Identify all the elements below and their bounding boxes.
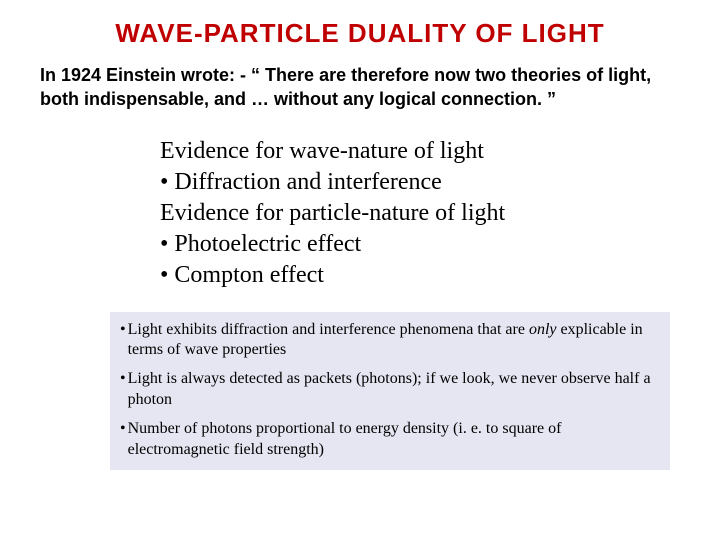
note-text-pre: Light is always detected as packets (pho… [128,370,651,408]
note-text-italic: only [529,321,557,338]
slide: WAVE-PARTICLE DUALITY OF LIGHT In 1924 E… [0,0,720,540]
note-item: • Light is always detected as packets (p… [120,369,660,411]
bullet-icon: • [120,369,128,411]
note-text: Light exhibits diffraction and interfere… [128,320,660,362]
evidence-list: Evidence for wave-nature of light • Diff… [160,136,680,292]
note-item: • Light exhibits diffraction and interfe… [120,320,660,362]
note-text: Light is always detected as packets (pho… [128,369,660,411]
evidence-line: • Diffraction and interference [160,167,680,198]
note-text-pre: Light exhibits diffraction and interfere… [128,321,529,338]
note-text: Number of photons proportional to energy… [128,419,660,461]
note-text-pre: Number of photons proportional to energy… [128,420,562,458]
bullet-icon: • [120,320,128,362]
evidence-line: • Photoelectric effect [160,229,680,260]
note-item: • Number of photons proportional to ener… [120,419,660,461]
notes-box: • Light exhibits diffraction and interfe… [110,312,670,471]
slide-title: WAVE-PARTICLE DUALITY OF LIGHT [40,18,680,49]
intro-paragraph: In 1924 Einstein wrote: - “ There are th… [40,63,680,112]
bullet-icon: • [120,419,128,461]
evidence-line: Evidence for wave-nature of light [160,136,680,167]
evidence-line: Evidence for particle-nature of light [160,198,680,229]
evidence-line: • Compton effect [160,260,680,291]
